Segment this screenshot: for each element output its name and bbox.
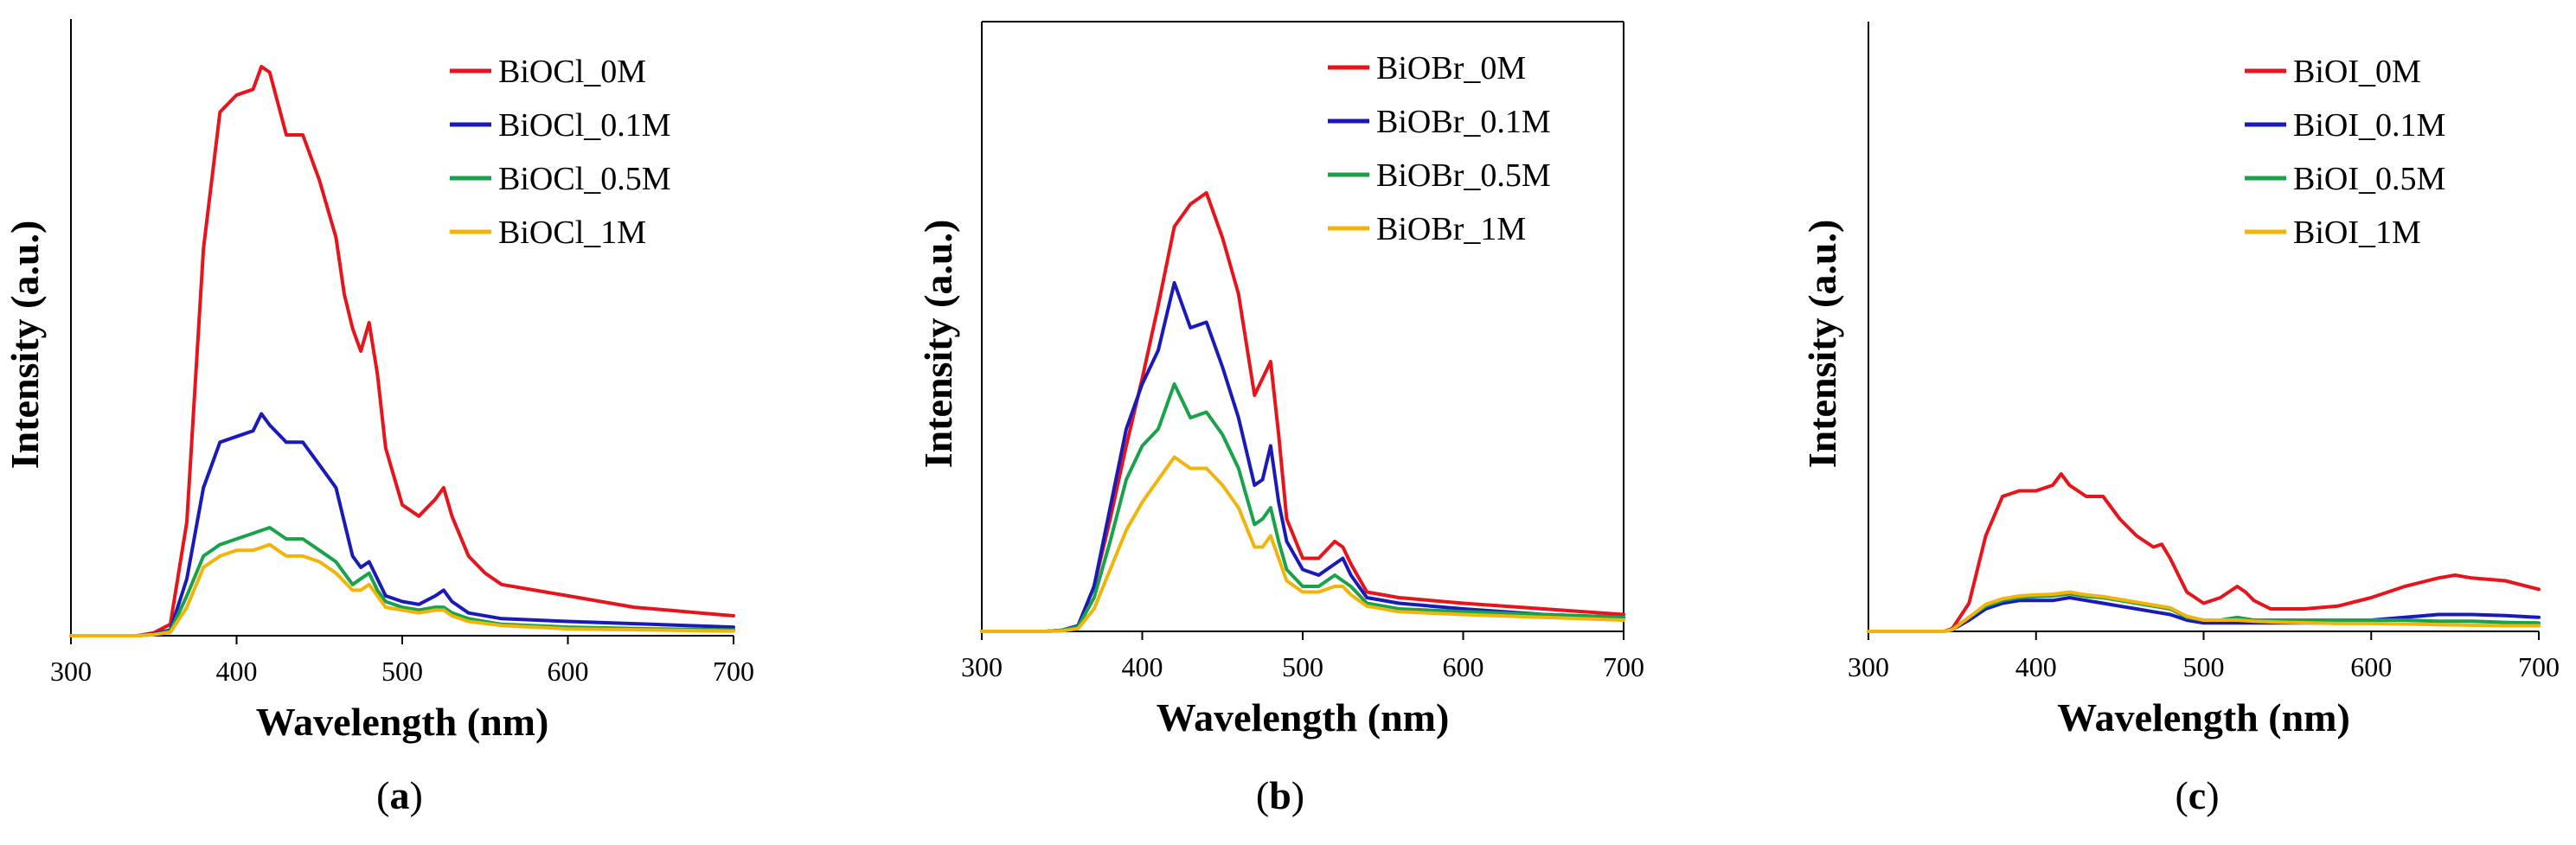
x-tick-label: 500 [381, 656, 423, 687]
x-tick-label: 500 [2183, 651, 2225, 682]
panel-caption: (c) [2175, 773, 2219, 817]
caption-letter: c [2188, 773, 2206, 817]
series-line-BiOCl_1M [69, 542, 735, 637]
chart-panel-a: 300 400 500 600 700 Wavelength (nm) Intensity … [3, 19, 754, 817]
x-tick-label: 700 [713, 656, 754, 687]
x-axis-title: Wavelength (nm) [1157, 695, 1450, 739]
legend-label: BiOBr_1M [1376, 211, 1526, 247]
x-tick-label: 600 [2350, 651, 2392, 682]
x-tick-label: 600 [1443, 651, 1484, 682]
y-axis-title: Intensity (a.u.) [1800, 220, 1844, 469]
x-axis-title: Wavelength (nm) [256, 700, 549, 744]
x-axis-title: Wavelength (nm) [2057, 695, 2350, 739]
caption-open-paren: ( [2175, 773, 2188, 817]
x-tick-label: 400 [216, 656, 258, 687]
series-line-BiOCl_0M [69, 65, 735, 637]
legend-label: BiOBr_0M [1376, 50, 1526, 86]
series-line-BiOI_1M [1867, 590, 2541, 633]
panel-caption: (a) [376, 773, 423, 817]
legend-label: BiOI_0.5M [2293, 161, 2445, 197]
legend-label: BiOI_1M [2293, 214, 2421, 251]
x-tick-label: 700 [2518, 651, 2560, 682]
series-line-BiOBr_1M [980, 455, 1625, 633]
series-line-BiOI_0M [1867, 472, 2541, 633]
series-line-BiOBr_0M [980, 191, 1625, 633]
caption-close-paren: ) [1291, 773, 1304, 817]
legend-label: BiOI_0.1M [2293, 107, 2445, 144]
series-line-BiOBr_0.1M [980, 281, 1625, 633]
chart-panel-b: 300 400 500 600 700 Wavelength (nm) Intensity … [916, 21, 1644, 817]
caption-letter: b [1269, 773, 1291, 817]
caption-close-paren: ) [2206, 773, 2219, 817]
series-line-BiOCl_0.5M [69, 526, 735, 637]
caption-close-paren: ) [410, 773, 423, 817]
x-tick-label: 700 [1603, 651, 1644, 682]
legend-label: BiOBr_0.5M [1376, 157, 1551, 194]
series-line-BiOCl_0.1M [69, 412, 735, 637]
x-tick-label: 300 [961, 651, 1003, 682]
y-axis-title: Intensity (a.u.) [3, 221, 47, 470]
x-tick-label: 300 [1848, 651, 1889, 682]
legend-label: BiOCl_0.1M [498, 107, 671, 144]
legend-label: BiOBr_0.1M [1376, 104, 1551, 140]
legend-label: BiOCl_1M [498, 214, 646, 251]
caption-open-paren: ( [1256, 773, 1269, 817]
x-tick-label: 400 [1122, 651, 1163, 682]
x-tick-label: 400 [2015, 651, 2057, 682]
y-axis-title: Intensity (a.u.) [916, 220, 960, 469]
x-tick-label: 600 [548, 656, 589, 687]
legend-label: BiOI_0M [2293, 54, 2421, 90]
legend-label: BiOCl_0M [498, 54, 646, 90]
caption-open-paren: ( [376, 773, 389, 817]
caption-letter: a [390, 773, 410, 817]
panel-caption: (b) [1256, 773, 1304, 817]
x-tick-label: 300 [50, 656, 92, 687]
legend-label: BiOCl_0.5M [498, 161, 671, 197]
series-line-BiOBr_0.5M [980, 382, 1625, 633]
x-tick-label: 500 [1282, 651, 1323, 682]
chart-panel-c: 300 400 500 600 700 Wavelength (nm) Intensity … [1800, 22, 2560, 817]
